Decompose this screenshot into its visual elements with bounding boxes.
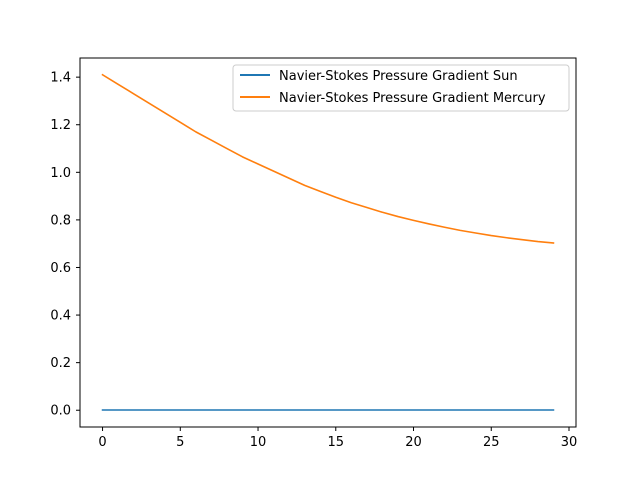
data-point-sun (242, 409, 244, 411)
legend-label-sun: Navier-Stokes Pressure Gradient Sun (279, 69, 518, 84)
x-axis-ticks: 0 5 10 15 20 25 30 (98, 427, 577, 450)
legend: Navier-Stokes Pressure Gradient Sun Navi… (232, 64, 570, 112)
data-point-sun (304, 409, 306, 411)
y-tick-label: 1.2 (50, 118, 71, 133)
data-point-sun (148, 409, 150, 411)
data-point-sun (211, 409, 213, 411)
data-point-mercury (553, 242, 555, 244)
data-point-sun (382, 409, 384, 411)
legend-label-mercury: Navier-Stokes Pressure Gradient Mercury (279, 91, 546, 106)
legend-box (232, 64, 570, 112)
x-tick-label: 15 (328, 435, 345, 450)
data-point-mercury (133, 93, 135, 95)
data-point-mercury (288, 177, 290, 179)
data-point-mercury (179, 122, 181, 124)
y-tick-label: 1.4 (50, 71, 71, 86)
y-tick-label: 1.0 (50, 166, 71, 181)
y-axis-ticks: 0.0 0.2 0.4 0.6 0.8 1.0 1.2 1.4 (50, 71, 80, 419)
data-point-sun (257, 409, 259, 411)
y-tick-label: 0.8 (50, 213, 71, 228)
data-point-sun (179, 409, 181, 411)
data-point-mercury (148, 103, 150, 105)
data-point-mercury (506, 237, 508, 239)
data-point-sun (288, 409, 290, 411)
data-point-sun (506, 409, 508, 411)
data-point-sun (444, 409, 446, 411)
data-point-mercury (242, 156, 244, 158)
data-point-sun (428, 409, 430, 411)
data-point-mercury (459, 230, 461, 232)
data-point-sun (195, 409, 197, 411)
data-point-sun (335, 409, 337, 411)
data-point-sun (226, 409, 228, 411)
data-point-mercury (366, 207, 368, 209)
x-tick-label: 25 (483, 435, 500, 450)
data-point-mercury (335, 196, 337, 198)
y-tick-label: 0.6 (50, 261, 71, 276)
series-layer (101, 73, 555, 411)
data-point-mercury (490, 235, 492, 237)
data-point-mercury (102, 74, 104, 76)
data-point-sun (413, 409, 415, 411)
data-point-mercury (522, 239, 524, 241)
data-point-sun (117, 409, 119, 411)
data-point-mercury (117, 83, 119, 85)
series-line-mercury (101, 73, 555, 244)
data-point-sun (475, 409, 477, 411)
x-tick-label: 0 (98, 435, 106, 450)
y-tick-label: 0.2 (50, 356, 71, 371)
data-point-sun (351, 409, 353, 411)
data-point-sun (102, 409, 104, 411)
data-point-mercury (444, 226, 446, 228)
data-point-sun (537, 409, 539, 411)
x-tick-label: 5 (176, 435, 184, 450)
data-point-sun (553, 409, 555, 411)
data-point-sun (133, 409, 135, 411)
data-point-mercury (428, 223, 430, 225)
data-point-sun (397, 409, 399, 411)
data-point-mercury (226, 148, 228, 150)
data-point-sun (319, 409, 321, 411)
x-tick-label: 10 (250, 435, 267, 450)
data-point-mercury (537, 241, 539, 243)
data-point-mercury (351, 202, 353, 204)
y-tick-label: 0.0 (50, 404, 71, 419)
data-point-mercury (211, 139, 213, 141)
data-point-mercury (319, 191, 321, 193)
data-point-mercury (195, 131, 197, 133)
data-point-mercury (397, 216, 399, 218)
y-tick-label: 0.4 (50, 309, 71, 324)
data-point-sun (490, 409, 492, 411)
data-point-sun (366, 409, 368, 411)
data-point-mercury (475, 232, 477, 234)
x-tick-label: 20 (405, 435, 422, 450)
data-point-sun (522, 409, 524, 411)
data-point-sun (164, 409, 166, 411)
plot-frame (79, 57, 577, 428)
data-point-mercury (304, 185, 306, 187)
data-point-mercury (273, 170, 275, 172)
data-point-sun (459, 409, 461, 411)
data-point-mercury (257, 163, 259, 165)
x-tick-label: 30 (561, 435, 578, 450)
data-point-mercury (164, 112, 166, 114)
data-point-mercury (413, 220, 415, 222)
data-point-sun (273, 409, 275, 411)
data-point-mercury (382, 211, 384, 213)
